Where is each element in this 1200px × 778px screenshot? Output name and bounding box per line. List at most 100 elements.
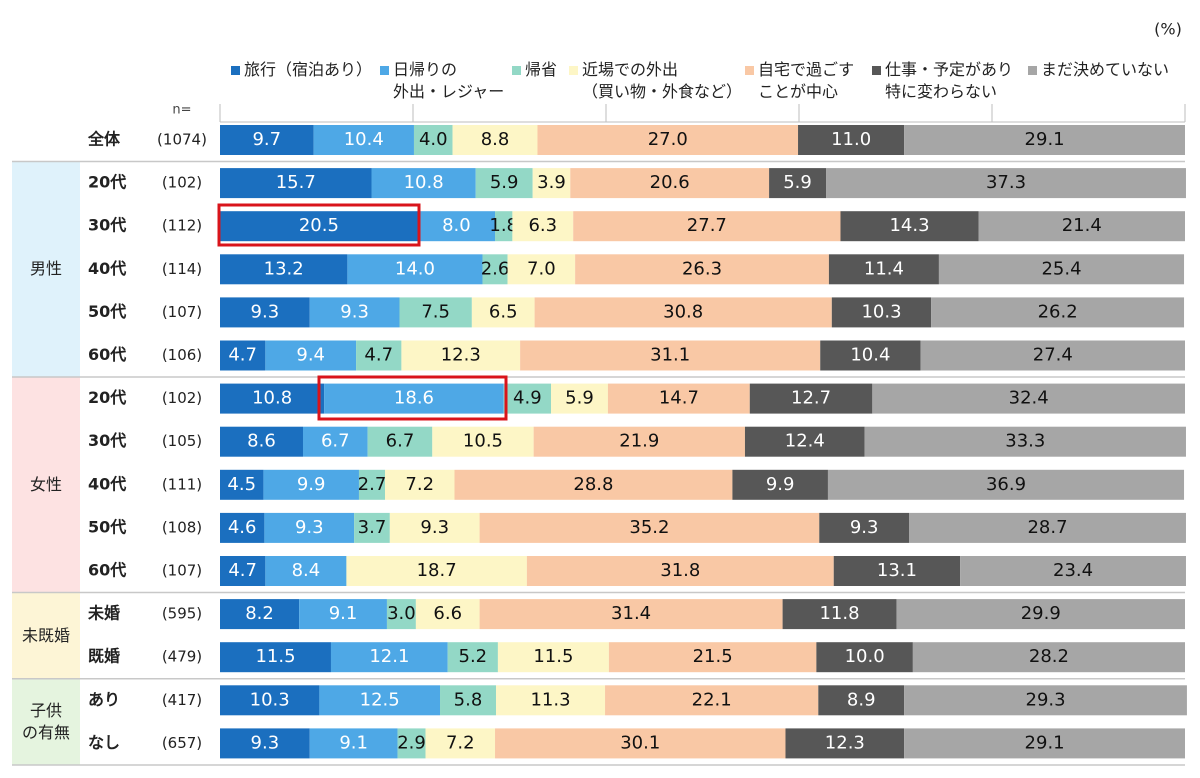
- value-label: 7.2: [405, 474, 434, 495]
- value-label: 7.5: [421, 301, 450, 322]
- bar-segment: [220, 642, 331, 673]
- bar-segment: [503, 383, 551, 414]
- bar-segment: [550, 383, 608, 414]
- bar-segment: [440, 685, 496, 716]
- bar-segment: [302, 426, 368, 457]
- legend-swatch: [872, 66, 881, 75]
- bar-segment: [389, 512, 480, 543]
- bar-segment: [520, 340, 821, 371]
- bar-segment: [417, 211, 496, 242]
- value-label: 5.2: [459, 646, 488, 667]
- value-label: 9.3: [340, 301, 369, 322]
- bar-segment: [904, 728, 1185, 759]
- value-label: 10.5: [463, 431, 503, 452]
- bar-segment: [324, 383, 504, 414]
- bar-segment: [819, 512, 910, 543]
- bar-segment: [909, 512, 1186, 543]
- value-label: 9.1: [339, 732, 368, 753]
- value-label: 8.9: [847, 689, 876, 710]
- bar-segment: [264, 512, 355, 543]
- n-value: (107): [162, 303, 202, 321]
- n-label: n=: [172, 103, 191, 118]
- value-label: 4.7: [228, 560, 257, 581]
- value-label: 4.5: [227, 474, 256, 495]
- value-label: 26.3: [682, 258, 722, 279]
- bar-segment: [904, 125, 1185, 155]
- value-label: 9.7: [252, 129, 281, 150]
- value-label: 9.9: [297, 474, 326, 495]
- legend-swatch: [231, 66, 240, 75]
- bar-segment: [749, 383, 873, 414]
- value-label: 10.4: [344, 129, 384, 150]
- value-label: 8.2: [245, 603, 274, 624]
- value-label: 27.7: [687, 215, 727, 236]
- value-label: 10.4: [850, 345, 890, 366]
- unit-label: (%): [1154, 20, 1182, 39]
- value-label: 22.1: [692, 689, 732, 710]
- category-label: 30代: [88, 216, 126, 235]
- value-label: 5.8: [454, 689, 483, 710]
- category-label: なし: [88, 733, 120, 752]
- bar-segment: [533, 426, 745, 457]
- n-value: (112): [162, 217, 202, 235]
- value-label: 21.4: [1062, 215, 1102, 236]
- bar-segment: [904, 685, 1187, 716]
- group-label: 未既婚: [21, 625, 70, 645]
- highlight-box: [217, 203, 421, 247]
- bar-segment: [479, 512, 820, 543]
- category-label: 60代: [88, 345, 126, 364]
- value-label: 11.5: [533, 646, 573, 667]
- bar-segment: [507, 254, 576, 285]
- bar-segment: [978, 211, 1185, 242]
- value-label: 9.3: [251, 732, 280, 753]
- value-label: 20.5: [299, 215, 339, 236]
- value-label: 14.3: [889, 215, 929, 236]
- value-label: 25.4: [1041, 258, 1081, 279]
- value-label: 6.6: [433, 603, 462, 624]
- bar-segment: [818, 685, 905, 716]
- bar-segment: [840, 211, 979, 242]
- value-label: 6.7: [386, 431, 415, 452]
- bar-segment: [820, 340, 921, 371]
- bar-segment: [330, 642, 448, 673]
- bar-segment: [432, 426, 534, 457]
- bar-segment: [744, 426, 865, 457]
- n-value: (106): [162, 346, 202, 364]
- bar-segment: [537, 125, 799, 155]
- legend-swatch: [745, 66, 754, 75]
- bar-segment: [495, 211, 513, 242]
- bar-segment: [346, 556, 527, 586]
- value-label: 27.4: [1033, 345, 1073, 366]
- bar-segment: [313, 125, 414, 155]
- value-label: 5.9: [490, 172, 519, 193]
- value-label: 10.3: [250, 689, 290, 710]
- value-label: 5.9: [783, 172, 812, 193]
- legend-item: 仕事・予定があり 特に変わらない: [872, 59, 1013, 103]
- bar-segment: [358, 469, 386, 500]
- value-label: 7.0: [527, 258, 556, 279]
- bar-segment: [447, 642, 498, 673]
- value-label: 30.1: [620, 732, 660, 753]
- bar-segment: [220, 728, 310, 759]
- legend-item: まだ決めていない: [1028, 59, 1169, 81]
- bar-segment: [401, 340, 521, 371]
- value-label: 36.9: [986, 474, 1026, 495]
- value-label: 11.3: [530, 689, 570, 710]
- value-label: 5.9: [565, 388, 594, 409]
- bar-segment: [732, 469, 828, 500]
- bar-segment: [570, 168, 770, 199]
- legend-item: 近場での外出 （買い物・外食など）: [569, 59, 742, 103]
- category-label: 50代: [88, 302, 126, 321]
- bar-segment: [769, 168, 827, 199]
- bar-segment: [826, 168, 1186, 199]
- bar-segment: [532, 168, 571, 199]
- legend-swatch: [1028, 66, 1037, 75]
- n-value: (105): [162, 432, 202, 450]
- value-label: 9.9: [766, 474, 795, 495]
- bar-segment: [864, 426, 1186, 457]
- bar-segment: [299, 599, 387, 630]
- bar-segment: [415, 599, 480, 630]
- value-label: 28.2: [1029, 646, 1069, 667]
- bar-segment: [371, 168, 476, 199]
